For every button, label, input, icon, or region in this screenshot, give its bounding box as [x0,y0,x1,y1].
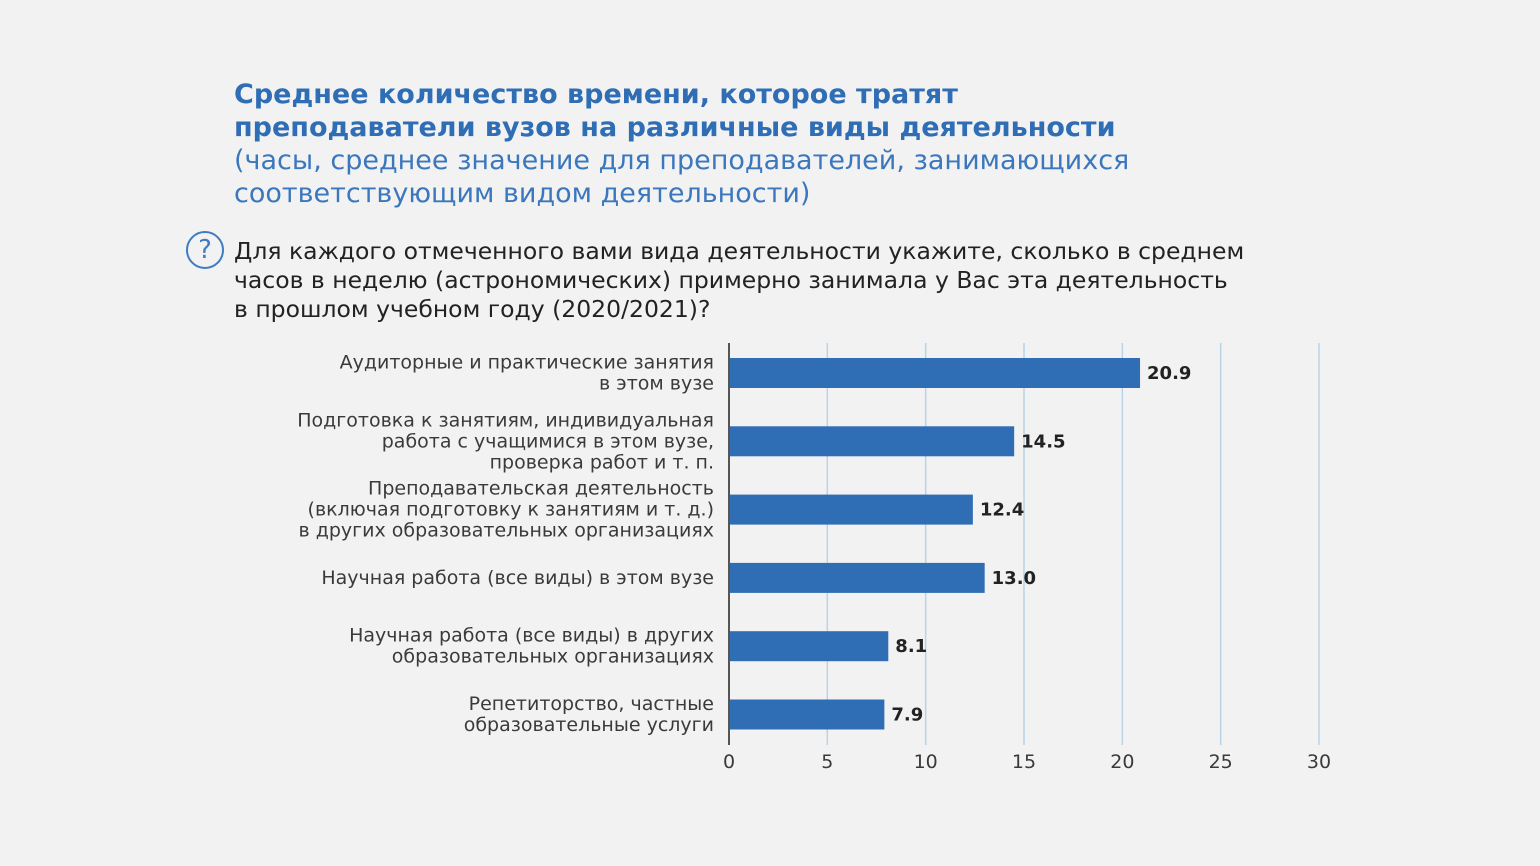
category-label-1-1: работа с учащимися в этом вузе, [382,430,714,452]
x-tick-label-15: 15 [1012,751,1036,773]
bar-1 [729,426,1015,457]
chart-title-line-1: Среднее количество времени, которое трат… [234,79,958,110]
value-label-2: 12.4 [980,500,1024,521]
category-label-4-0: Научная работа (все виды) в других [349,625,714,647]
question-icon: ? [186,231,224,269]
value-label-3: 13.0 [992,568,1036,589]
bar-5 [729,699,885,730]
category-label-0-0: Аудиторные и практические занятия [340,352,714,374]
bar-0 [729,358,1141,388]
category-label-1-2: проверка работ и т. п. [490,451,714,473]
chart-subtitle-line-1: (часы, среднее значение для преподавател… [234,145,1130,176]
question-line-1: Для каждого отмеченного вами вида деятел… [234,237,1245,265]
question-line-2: часов в неделю (астрономических) примерн… [234,266,1228,294]
value-label-4: 8.1 [895,636,927,657]
category-label-5-1: образовательные услуги [464,714,714,736]
category-label-2-1: (включая подготовку к занятиям и т. д.) [308,499,714,521]
x-tick-label-30: 30 [1307,751,1331,773]
value-label-1: 14.5 [1021,431,1065,452]
x-tick-label-25: 25 [1209,751,1233,773]
category-label-2-0: Преподавательская деятельность [368,478,714,500]
chart-title-line-2: преподаватели вузов на различные виды де… [234,112,1116,143]
x-tick-label-20: 20 [1110,751,1134,773]
x-tick-label-5: 5 [821,751,833,773]
category-label-1-0: Подготовка к занятиям, индивидуальная [297,409,714,431]
category-label-5-0: Репетиторство, частные [469,693,714,715]
bar-2 [729,494,973,525]
value-label-5: 7.9 [891,705,923,726]
chart-subtitle-line-2: соответствующим видом деятельности) [234,178,811,209]
bar-4 [729,631,889,662]
x-tick-label-10: 10 [914,751,938,773]
category-label-3-0: Научная работа (все виды) в этом вузе [321,567,714,589]
value-label-0: 20.9 [1147,363,1191,384]
question-line-3: в прошлом учебном году (2020/2021)? [234,295,711,323]
bar-3 [729,562,985,593]
category-label-4-1: образовательных организациях [392,646,714,668]
category-label-2-2: в других образовательных организациях [299,520,715,542]
category-label-0-1: в этом вузе [599,373,714,395]
x-tick-label-0: 0 [723,751,735,773]
chart-header: Среднее количество времени, которое трат… [234,78,1234,210]
survey-question: Для каждого отмеченного вами вида деятел… [234,237,1334,324]
